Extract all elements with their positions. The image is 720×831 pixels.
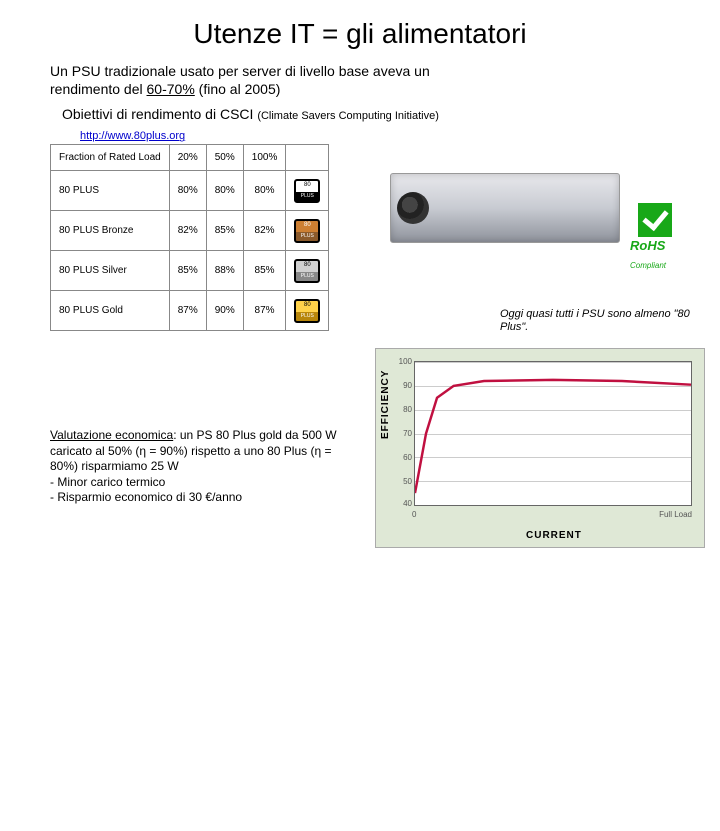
ytick: 60 [398,453,412,462]
badge-bronze-icon: 80 [294,219,320,243]
chart-curve [415,362,691,505]
cell: 85% [169,251,206,291]
row-label: 80 PLUS Gold [51,291,170,331]
chart-xlabel: CURRENT [526,530,582,541]
th-3: 100% [243,145,286,171]
rohs-badge: RoHS Compliant [630,203,700,253]
cell: 90% [206,291,243,331]
table-row: 80 PLUS Silver 85% 88% 85% 80 [51,251,329,291]
subhead-main: Obiettivi di rendimento di CSCI [62,106,257,122]
cell: 80% [169,171,206,211]
ytick: 70 [398,429,412,438]
rohs-sub: Compliant [630,261,666,270]
psu-photo [390,173,620,243]
th-1: 20% [169,145,206,171]
ytick: 90 [398,381,412,390]
table-row: 80 PLUS Gold 87% 90% 87% 80 [51,291,329,331]
ytick: 100 [398,357,412,366]
economic-block: Valutazione economica: un PS 80 Plus gol… [50,428,360,506]
page-title: Utenze IT = gli alimentatori [0,18,720,50]
th-2: 50% [206,145,243,171]
cell: 87% [169,291,206,331]
badge-80plus-icon: 80 [294,179,320,203]
xtick: 0 [412,510,416,519]
intro-text: Un PSU tradizionale usato per server di … [50,62,680,98]
intro-line2b: (fino al 2005) [195,81,281,97]
intro-underline: 60-70% [147,81,195,97]
side-note: Oggi quasi tutti i PSU sono almeno "80 P… [500,308,690,334]
cell: 88% [206,251,243,291]
intro-line2a: rendimento del [50,81,147,97]
ytick: 50 [398,477,412,486]
econ-bullet1: - Minor carico termico [50,475,165,489]
row-label: 80 PLUS Silver [51,251,170,291]
table-header-row: Fraction of Rated Load 20% 50% 100% [51,145,329,171]
subhead: Obiettivi di rendimento di CSCI (Climate… [62,106,680,122]
badge-gold-icon: 80 [294,299,320,323]
ytick: 80 [398,405,412,414]
xtick: Full Load [659,510,692,519]
cell: 82% [243,211,286,251]
ytick: 40 [398,499,412,508]
efficiency-table: Fraction of Rated Load 20% 50% 100% 80 P… [50,144,329,331]
cell: 87% [243,291,286,331]
cell: 85% [243,251,286,291]
cell: 80% [206,171,243,211]
checkmark-icon [638,203,672,237]
cell: 82% [169,211,206,251]
econ-bullet2: - Risparmio economico di 30 €/anno [50,490,242,504]
subhead-small: (Climate Savers Computing Initiative) [257,110,439,122]
efficiency-chart: EFFICIENCY CURRENT 100 90 80 70 60 50 40… [375,348,705,548]
th-0: Fraction of Rated Load [51,145,170,171]
intro-line1: Un PSU tradizionale usato per server di … [50,63,430,79]
cell: 80% [243,171,286,211]
badge-silver-icon: 80 [294,259,320,283]
link-80plus[interactable]: http://www.80plus.org [80,130,185,142]
table-row: 80 PLUS 80% 80% 80% 80 [51,171,329,211]
table-row: 80 PLUS Bronze 82% 85% 82% 80 [51,211,329,251]
chart-ylabel: EFFICIENCY [380,370,391,439]
cell: 85% [206,211,243,251]
row-label: 80 PLUS [51,171,170,211]
chart-plot-area [414,361,692,506]
rohs-text: RoHS [630,238,665,253]
row-label: 80 PLUS Bronze [51,211,170,251]
econ-lead: Valutazione economica [50,428,173,442]
